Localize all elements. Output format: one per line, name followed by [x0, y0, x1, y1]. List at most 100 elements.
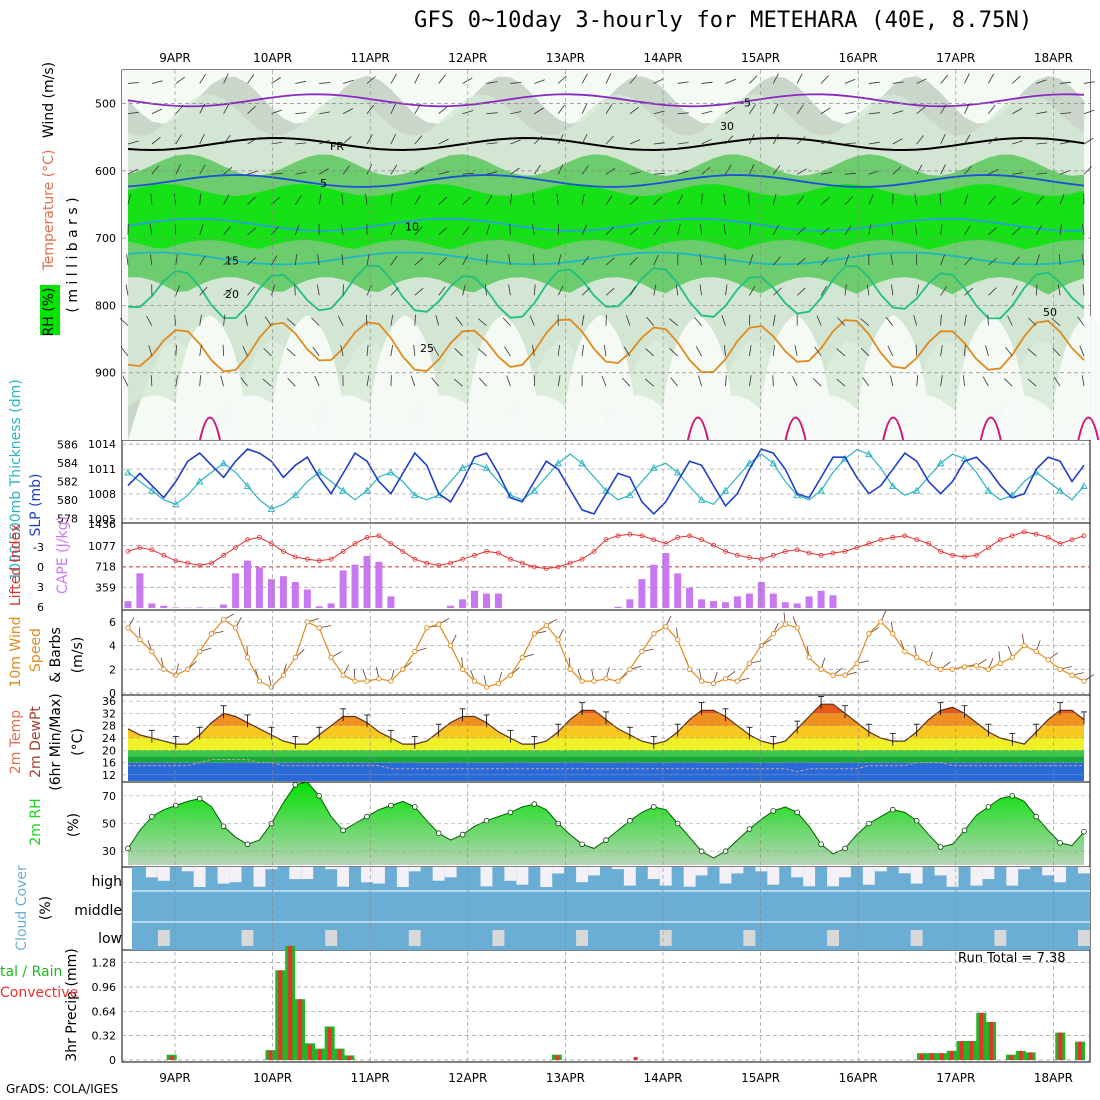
- wind-barb: [940, 133, 946, 145]
- wind-barb: [699, 254, 702, 266]
- wind-barb: [796, 73, 803, 84]
- li-marker: [507, 556, 513, 562]
- wind-marker: [842, 672, 848, 678]
- cape-bar: [638, 579, 646, 608]
- wind-barb: [1060, 112, 1072, 115]
- wind-marker: [686, 666, 693, 672]
- date-tick-bottom: 9APR: [159, 1071, 190, 1085]
- li-tick-label: 3: [37, 581, 44, 594]
- wind-barb: [247, 286, 255, 296]
- thickness-marker: [243, 482, 252, 490]
- cloud-high-gap: [325, 867, 338, 870]
- wind-barb: [725, 106, 735, 115]
- wind-barb: [796, 226, 806, 236]
- wind-barb: [964, 344, 966, 356]
- temp-unit-label: (°C): [70, 728, 86, 756]
- wind-marker: [615, 678, 621, 684]
- pressure-tick-label: 600: [95, 165, 116, 178]
- precip-convective-bar: [308, 1044, 312, 1060]
- wind-barb: [868, 81, 880, 84]
- wind-barb: [223, 287, 233, 296]
- cloud-low-gap: [743, 930, 756, 946]
- wind-barb: [1027, 378, 1037, 387]
- precip-label: 3hr Precip (mm): [64, 948, 80, 1061]
- wind-barb: [433, 346, 440, 357]
- wind-barb: [772, 314, 776, 326]
- rh-marker: [1081, 828, 1087, 835]
- li-marker: [316, 558, 322, 564]
- wind-barb: [390, 314, 394, 326]
- li-marker: [376, 533, 382, 539]
- rh-marker: [818, 841, 824, 848]
- cape-bar: [339, 570, 347, 608]
- wind-barb: [486, 224, 491, 235]
- li-marker: [412, 556, 418, 562]
- wind-barb: [866, 284, 870, 296]
- isotherm-label: 5: [320, 177, 327, 190]
- li-marker: [770, 552, 776, 558]
- wind-barb: [677, 224, 681, 235]
- wind-marker: [794, 625, 800, 631]
- cape-bar: [148, 603, 156, 608]
- wind-marker: [447, 642, 454, 649]
- wind-barb: [435, 314, 440, 326]
- wind-barb: [244, 314, 248, 326]
- rh-marker: [842, 845, 848, 852]
- wind-barb: [844, 284, 847, 296]
- wind-barb: [533, 164, 541, 175]
- wind-barb: [844, 142, 856, 145]
- wind-barb: [605, 195, 613, 205]
- li-marker: [747, 555, 752, 560]
- wind-barb: [820, 139, 832, 145]
- wind-barb: [581, 134, 588, 145]
- wind-barb: [413, 344, 416, 356]
- wind-barb: [985, 345, 989, 357]
- wind-barb: [860, 318, 870, 326]
- isotherm-label: 10: [405, 221, 419, 234]
- precip-convective-bar: [347, 1056, 352, 1060]
- rh-marker: [770, 808, 777, 814]
- thickness-tick-label: 582: [57, 476, 78, 489]
- li-marker: [758, 556, 764, 562]
- pressure-tick-label: 900: [95, 367, 116, 380]
- wind-barb: [964, 314, 967, 326]
- cloud-high-gap: [982, 867, 995, 880]
- cloud-low-label: low: [98, 931, 122, 947]
- wind-marker: [256, 678, 263, 684]
- wind-marker: [352, 678, 358, 684]
- li-marker: [209, 560, 215, 566]
- li-marker: [675, 535, 681, 540]
- thickness-label: 1000-500mb Thickness (dm): [8, 379, 24, 580]
- wind-barb: [294, 254, 298, 266]
- cloud-low-gap: [157, 930, 170, 946]
- li-marker: [687, 533, 692, 539]
- date-tick-bottom: 17APR: [936, 1071, 975, 1085]
- wind-barb: [485, 284, 487, 296]
- wind-marker: [1081, 678, 1087, 684]
- wind-barb: [125, 284, 129, 296]
- wind-barb: [295, 80, 307, 84]
- cloud-high-gap: [289, 867, 302, 880]
- wind-barb: [175, 134, 182, 145]
- wind-barb: [390, 255, 398, 266]
- wind-barb: [1035, 196, 1044, 205]
- thickness-marker: [745, 459, 754, 467]
- precip-convective-bar: [278, 970, 283, 1060]
- cloud-high-gap: [970, 867, 983, 886]
- wind-barb: [1082, 284, 1085, 296]
- rh-marker: [913, 817, 920, 824]
- li-marker: [663, 541, 669, 546]
- convective-lobe: [172, 315, 248, 440]
- wind-barb: [462, 284, 466, 296]
- precip-tick-label: 0.64: [92, 1005, 117, 1018]
- cloud-high-gap: [719, 867, 732, 884]
- wind-barb: [286, 318, 296, 326]
- wind-barb: [914, 223, 918, 235]
- wind-barb: [247, 227, 257, 236]
- li-marker: [448, 560, 454, 566]
- wind-barb: [247, 170, 259, 175]
- wind-barb: [151, 108, 163, 115]
- wind-barb: [534, 107, 544, 115]
- li-marker: [651, 537, 657, 543]
- wind-barb: [1079, 345, 1085, 357]
